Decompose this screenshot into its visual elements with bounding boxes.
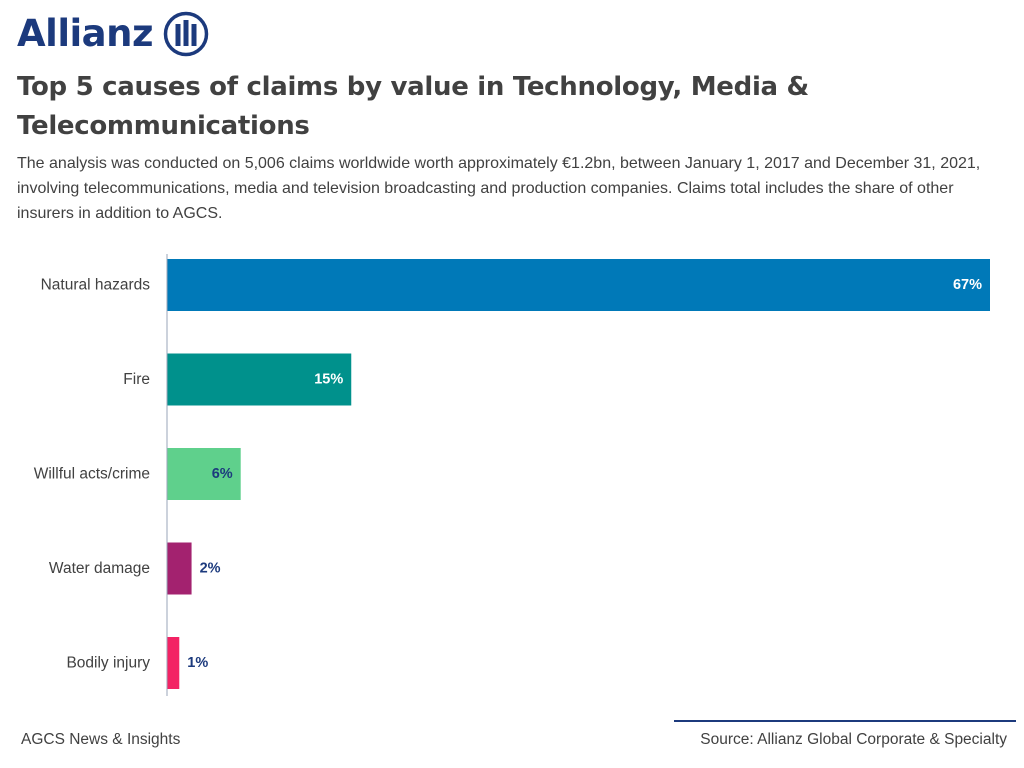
category-label-water-damage: Water damage bbox=[49, 560, 150, 577]
footer-divider bbox=[674, 720, 1016, 722]
bar-water-damage bbox=[167, 542, 192, 595]
bar-natural-hazards bbox=[167, 259, 990, 311]
category-label-natural-hazards: Natural hazards bbox=[41, 277, 151, 294]
allianz-logo: Allianz bbox=[17, 10, 209, 58]
data-label-willful-acts-crime: 6% bbox=[212, 466, 233, 482]
chart-subtitle: The analysis was conducted on 5,006 clai… bbox=[17, 155, 981, 222]
footer-source: Source: Allianz Global Corporate & Speci… bbox=[700, 731, 1007, 748]
category-label-fire: Fire bbox=[123, 371, 150, 388]
data-label-natural-hazards: 67% bbox=[953, 277, 982, 293]
allianz-eagle-icon bbox=[163, 11, 209, 57]
data-label-fire: 15% bbox=[314, 372, 343, 388]
footer-publication: AGCS News & Insights bbox=[21, 731, 181, 748]
category-label-willful-acts-crime: Willful acts/crime bbox=[34, 466, 150, 483]
bar-willful-acts-crime bbox=[167, 448, 241, 500]
bar-bodily-injury bbox=[167, 637, 180, 689]
data-label-bodily-injury: 1% bbox=[187, 655, 208, 671]
category-label-bodily-injury: Bodily injury bbox=[66, 655, 150, 672]
data-label-water-damage: 2% bbox=[200, 561, 221, 577]
chart-title: Top 5 causes of claims by value in Techn… bbox=[17, 72, 809, 141]
brand-wordmark: Allianz bbox=[17, 12, 154, 55]
bar-fire bbox=[167, 353, 352, 406]
